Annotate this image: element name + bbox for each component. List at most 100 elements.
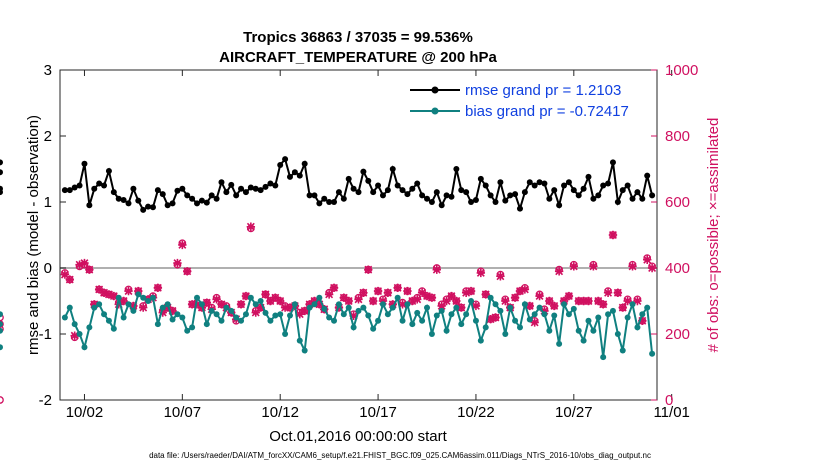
rmse-point bbox=[257, 187, 264, 194]
legend: rmse grand pr = 1.2103 bias grand pr = -… bbox=[406, 77, 651, 123]
obs-assimilated-point bbox=[256, 303, 265, 312]
obs-assimilated-point bbox=[168, 306, 177, 316]
bias-point bbox=[110, 325, 117, 332]
bias-point bbox=[301, 347, 308, 354]
obs-assimilated-point bbox=[378, 296, 388, 306]
obs-assimilated-point bbox=[153, 283, 163, 292]
obs-assimilated-point bbox=[540, 306, 549, 316]
rmse-point bbox=[639, 195, 646, 202]
rmse-point bbox=[272, 182, 279, 189]
obs-assimilated-point bbox=[94, 285, 104, 294]
rmse-point bbox=[526, 179, 533, 186]
bias-point bbox=[101, 311, 108, 318]
bias-series bbox=[0, 291, 656, 361]
rmse-point bbox=[321, 195, 328, 202]
obs-assimilated-point bbox=[124, 286, 133, 296]
bias-point bbox=[286, 312, 293, 319]
obs-assimilated-point bbox=[559, 296, 569, 306]
legend-box bbox=[406, 77, 651, 123]
rmse-point bbox=[223, 189, 230, 196]
obs-assimilated-point bbox=[574, 296, 583, 306]
bias-point bbox=[120, 314, 127, 321]
obs-assimilated-point bbox=[594, 296, 603, 306]
rmse-point bbox=[345, 175, 352, 182]
bias-point bbox=[375, 317, 382, 324]
bias-point bbox=[428, 331, 435, 337]
rmse-point bbox=[233, 192, 240, 199]
bias-point bbox=[565, 311, 572, 318]
rmse-point bbox=[301, 160, 308, 167]
rmse-point bbox=[238, 185, 245, 192]
obs-assimilated-point bbox=[481, 290, 490, 299]
obs-assimilated-point bbox=[486, 314, 495, 324]
rmse-point bbox=[306, 192, 313, 199]
obs-assimilated-point bbox=[359, 288, 368, 297]
bias-point bbox=[414, 309, 421, 316]
obs-assimilated-point bbox=[349, 311, 358, 321]
bias-point bbox=[130, 307, 137, 314]
legend-marker-bias bbox=[431, 107, 439, 115]
bias-point bbox=[86, 324, 93, 331]
rmse-point bbox=[438, 202, 445, 209]
obs-assimilated-point bbox=[300, 306, 309, 316]
obs-assimilated-point bbox=[364, 265, 373, 274]
plot-frame bbox=[59, 69, 658, 401]
rmse-point bbox=[492, 199, 499, 205]
bias-point bbox=[409, 321, 416, 328]
x-axis-label: Oct.01,2016 00:00:00 start bbox=[269, 428, 447, 445]
bias-point bbox=[355, 307, 362, 314]
rmse-point bbox=[629, 195, 636, 202]
rmse-point bbox=[149, 204, 156, 211]
obs-assimilated-point bbox=[329, 283, 339, 292]
rmse-point bbox=[189, 195, 196, 202]
rmse-point bbox=[443, 192, 450, 199]
rmse-point bbox=[135, 197, 142, 204]
rmse-point bbox=[184, 192, 191, 199]
obs-assimilated-point bbox=[466, 286, 476, 296]
rmse-point bbox=[262, 183, 269, 190]
bias-point bbox=[595, 314, 602, 321]
rmse-point bbox=[497, 179, 504, 186]
obs-assimilated-point bbox=[510, 293, 520, 302]
bias-point bbox=[277, 311, 284, 318]
legend-label-rmse: rmse grand pr = 1.2103 bbox=[465, 82, 621, 99]
rmse-point bbox=[507, 192, 514, 199]
rmse-point bbox=[159, 191, 166, 198]
x-tick-label: 10/22 bbox=[457, 404, 495, 421]
rmse-point bbox=[130, 185, 137, 192]
obs-assimilated-point bbox=[569, 262, 579, 271]
bias-point bbox=[262, 309, 269, 316]
rmse-point bbox=[140, 206, 147, 213]
rmse-point bbox=[521, 189, 528, 196]
obs-assimilated-point bbox=[109, 291, 119, 301]
y-tick-label-right: 0 bbox=[665, 392, 673, 409]
bias-point bbox=[306, 304, 313, 311]
rmse-point bbox=[414, 180, 421, 187]
y-tick-label-left: 0 bbox=[44, 260, 52, 277]
rmse-point bbox=[619, 187, 626, 194]
rmse-point bbox=[115, 195, 122, 202]
bias-point bbox=[458, 321, 465, 328]
rmse-point bbox=[419, 192, 426, 199]
rmse-point bbox=[120, 197, 127, 204]
obs-assimilated-point bbox=[187, 300, 197, 309]
rmse-point bbox=[536, 179, 543, 186]
rmse-point bbox=[595, 192, 602, 199]
obs-assimilated-point bbox=[643, 255, 652, 264]
bias-point bbox=[203, 321, 210, 328]
rmse-point bbox=[614, 199, 621, 205]
bias-point bbox=[238, 317, 245, 324]
bias-point bbox=[198, 301, 205, 308]
rmse-point bbox=[326, 199, 333, 205]
bias-point bbox=[453, 304, 460, 311]
rmse-point bbox=[81, 160, 88, 167]
bias-point bbox=[66, 304, 73, 311]
bias-point bbox=[624, 314, 631, 321]
bias-point bbox=[340, 311, 347, 318]
rmse-point bbox=[644, 172, 651, 179]
bias-point bbox=[174, 311, 181, 318]
obs-assimilated-point bbox=[276, 296, 285, 306]
rmse-point bbox=[463, 189, 470, 196]
rmse-point bbox=[169, 200, 176, 207]
rmse-point bbox=[565, 179, 572, 186]
